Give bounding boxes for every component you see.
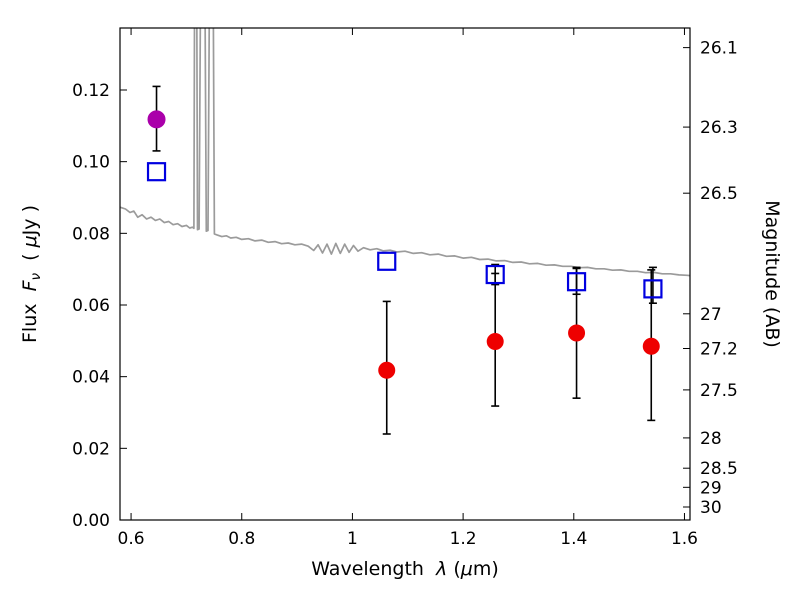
- series-observed-photometry-red-circles: [378, 267, 660, 435]
- y-tick-label-left: 0.06: [72, 296, 110, 316]
- y-tick-label-right: 27.5: [700, 381, 738, 401]
- observed-photometry-red-circles-marker: [486, 333, 504, 351]
- series-model-photometry-blue-squares: [146, 162, 663, 305]
- x-axis: 0.6 0.8 1 1.2 1.4 1.6: [118, 28, 698, 549]
- y-tick-label-right: 26.5: [700, 184, 738, 204]
- model-photometry-blue-squares-marker: [566, 272, 587, 292]
- series-layer: [120, 28, 690, 435]
- y-tick-label-left: 0.04: [72, 368, 110, 388]
- x-axis-title: Wavelength λ (μm): [311, 558, 499, 580]
- observed-photometry-red-circles-marker: [642, 337, 660, 355]
- y-tick-label-right: 27.2: [700, 339, 738, 359]
- y-tick-label-right: 28: [700, 429, 722, 449]
- y-tick-label-right: 26.3: [700, 118, 738, 138]
- y-axis-title-right: Magnitude (AB): [761, 200, 783, 348]
- x-tick-label: 0.8: [228, 529, 255, 549]
- series-model-spectrum: [120, 28, 690, 277]
- detection-purple-circle-marker: [147, 110, 166, 129]
- model-spectrum-path: [120, 28, 690, 277]
- y-tick-label-left: 0.10: [72, 153, 110, 173]
- y-axis-left: 0.00 0.02 0.04 0.06 0.08 0.10 0.12: [72, 81, 127, 531]
- x-tick-label: 1.6: [671, 529, 698, 549]
- y-tick-label-left: 0.02: [72, 439, 110, 459]
- y-tick-label-right: 30: [700, 498, 722, 518]
- series-detection-purple-circle: [147, 85, 166, 152]
- observed-photometry-red-circles-marker: [378, 361, 396, 379]
- y-tick-label-right: 26.1: [700, 39, 738, 59]
- x-tick-label: 1.4: [560, 529, 587, 549]
- y-tick-label-left: 0.08: [72, 224, 110, 244]
- y-tick-label-left: 0.00: [72, 511, 110, 531]
- x-tick-label: 0.6: [118, 529, 145, 549]
- model-photometry-blue-squares-marker: [485, 264, 505, 285]
- x-tick-label: 1: [347, 529, 358, 549]
- x-tick-label: 1.2: [450, 529, 477, 549]
- y-axis-title-left: Flux Fν ( μJy ): [19, 205, 44, 343]
- y-tick-label-left: 0.12: [72, 81, 110, 101]
- axes-frame: [119, 27, 691, 521]
- model-photometry-blue-squares-marker: [643, 279, 663, 299]
- model-photometry-blue-squares-marker: [146, 162, 167, 182]
- model-photometry-blue-squares-marker: [377, 251, 397, 271]
- y-tick-label-right: 28.5: [700, 459, 738, 479]
- observed-photometry-red-circles-marker: [568, 324, 586, 342]
- y-tick-label-right: 27: [700, 305, 722, 325]
- y-tick-label-right: 29: [700, 478, 722, 498]
